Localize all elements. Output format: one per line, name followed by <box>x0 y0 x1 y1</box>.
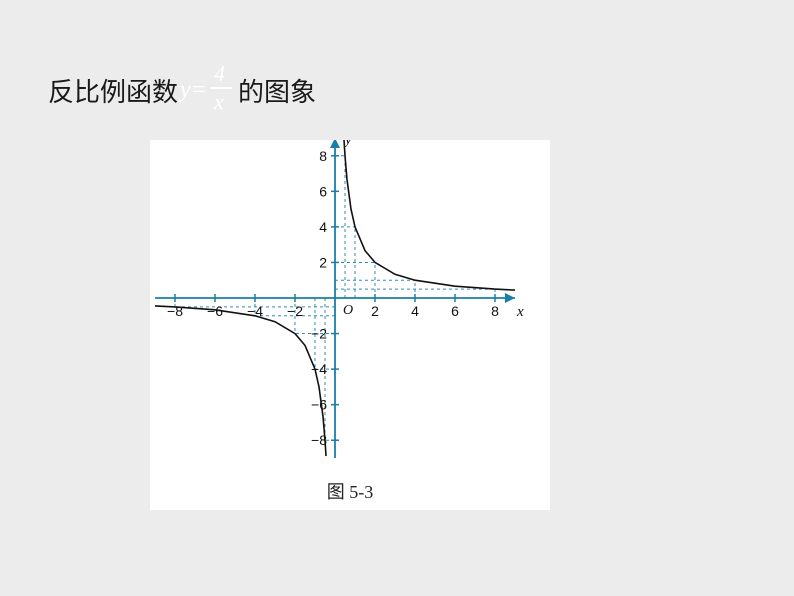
chart-container: −8−6−4−22468−8−6−4−22468Oxy 图 5-3 <box>150 140 550 510</box>
svg-text:6: 6 <box>319 183 327 199</box>
svg-text:O: O <box>343 303 353 318</box>
svg-text:−6: −6 <box>311 397 327 413</box>
svg-text:4: 4 <box>411 303 419 319</box>
svg-text:−8: −8 <box>167 303 183 319</box>
chart-caption: 图 5-3 <box>150 478 550 504</box>
svg-text:−2: −2 <box>287 303 303 319</box>
svg-text:8: 8 <box>491 303 499 319</box>
formula-numerator: 4 <box>214 61 225 87</box>
formula-y-eq: y= <box>180 77 207 104</box>
hyperbola-chart: −8−6−4−22468−8−6−4−22468Oxy <box>150 140 550 480</box>
svg-text:4: 4 <box>319 219 327 235</box>
svg-text:x: x <box>516 304 524 320</box>
svg-text:6: 6 <box>451 303 459 319</box>
title-prefix: 反比例函数 <box>48 72 178 109</box>
title-suffix: 的图象 <box>238 72 316 109</box>
formula-denominator: x <box>214 89 224 115</box>
title-row: 反比例函数 y= 4 x 的图象 <box>48 65 316 115</box>
svg-text:−2: −2 <box>311 326 327 342</box>
svg-text:8: 8 <box>319 148 327 164</box>
svg-text:2: 2 <box>319 254 327 270</box>
title-formula: y= 4 x <box>178 65 238 115</box>
svg-text:2: 2 <box>371 303 379 319</box>
